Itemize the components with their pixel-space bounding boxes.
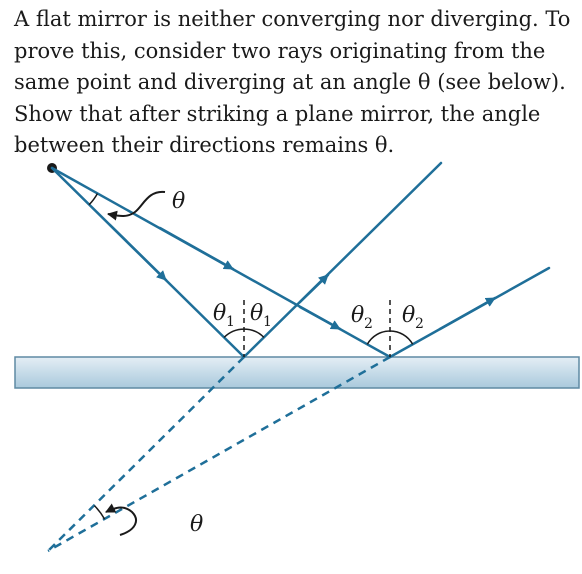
virtual-ray-1 xyxy=(47,356,245,552)
ray-2-incident-arrow-2 xyxy=(298,305,342,331)
plane-mirror xyxy=(14,356,580,389)
theta1-left-label: θ xyxy=(213,301,226,326)
problem-statement: A flat mirror is neither converging nor … xyxy=(14,4,580,162)
theta-virtual-label: θ xyxy=(190,512,203,537)
theta2-right-subscript: 2 xyxy=(415,316,424,332)
problem-line-1: A flat mirror is neither converging nor … xyxy=(14,7,571,31)
ray-2-incident-arrow xyxy=(158,226,235,271)
ray-1-reflected xyxy=(242,161,443,359)
theta1-right-label: θ xyxy=(250,301,263,326)
angle-arc-theta2 xyxy=(366,330,414,345)
theta1-left-subscript: 1 xyxy=(226,314,235,330)
theta2-right-label: θ xyxy=(402,303,415,328)
theta2-left-subscript: 2 xyxy=(364,316,373,332)
problem-line-4: Show that after striking a plane mirror,… xyxy=(14,101,541,126)
ray-2-reflected-arrow xyxy=(438,296,497,331)
angle-arc-theta xyxy=(88,193,99,206)
ray-1-incident-arrow xyxy=(108,223,168,282)
problem-line-2: prove this, consider two rays originatin… xyxy=(14,38,546,63)
problem-line-3: same point and diverging at an angle θ (… xyxy=(14,70,566,94)
problem-line-5: between their directions remains θ. xyxy=(14,133,395,157)
angle-arc-theta1 xyxy=(223,328,265,338)
theta1-right-subscript: 1 xyxy=(263,314,272,330)
angle-arc-virtual xyxy=(93,505,106,520)
theta-virtual-pointer-arrow xyxy=(105,503,137,536)
theta2-left-label: θ xyxy=(351,303,364,328)
theta-label: θ xyxy=(172,189,185,214)
ray-1-reflected-arrow xyxy=(298,273,330,304)
theta-pointer-arrow xyxy=(107,190,166,221)
